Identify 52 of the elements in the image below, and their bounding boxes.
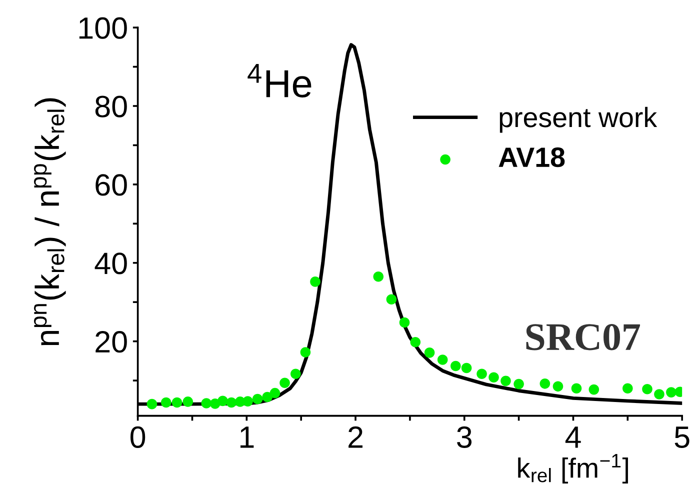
point [500, 376, 511, 386]
point [218, 396, 228, 406]
point [201, 398, 212, 408]
legend-label: AV18 [498, 147, 565, 168]
point [270, 388, 280, 398]
point [410, 336, 421, 348]
point [424, 348, 435, 358]
point [552, 381, 564, 392]
point [488, 372, 499, 383]
y-tick-label: 40 [94, 252, 127, 274]
point [622, 383, 633, 394]
point [242, 396, 253, 406]
point [172, 397, 182, 408]
y-tick-label: 60 [96, 174, 127, 196]
point [399, 317, 410, 328]
x-tick-label: 5 [674, 426, 690, 448]
point [226, 397, 237, 408]
annotation: SRC07 [526, 324, 640, 350]
point [571, 383, 582, 394]
point [450, 360, 461, 372]
point [386, 294, 397, 304]
x-tick-label: 0 [130, 426, 146, 448]
point [146, 398, 158, 410]
x-tick-label: 3 [457, 426, 472, 448]
point [160, 397, 172, 408]
point [310, 276, 320, 287]
point [280, 378, 290, 388]
point [588, 384, 600, 395]
text: n$^{pn}$(k$_{rel}$) / n$^{pp}$(k$_{rel}$) [34, 98, 66, 346]
point [290, 368, 301, 380]
point [654, 389, 664, 400]
point [461, 362, 472, 374]
point [642, 384, 652, 394]
x-tick-label: 1 [240, 426, 254, 448]
y-tick-label: 80 [95, 96, 127, 118]
point [300, 347, 311, 358]
point [373, 271, 384, 282]
x-tick-label: 4 [565, 426, 581, 448]
point [437, 354, 448, 365]
point [540, 378, 550, 389]
annotation: $^{4}$He [248, 64, 312, 98]
point [476, 368, 487, 380]
x-axis-title: k$_{rel}$ [fm$^{−1}$] [518, 454, 628, 484]
point [262, 392, 272, 402]
x-tick-label: 2 [348, 426, 362, 448]
point [514, 378, 524, 390]
point [666, 387, 676, 398]
point [252, 394, 263, 404]
point [182, 396, 194, 407]
y-tick-label: 100 [79, 17, 127, 39]
y-tick-label: 20 [96, 331, 127, 353]
legend-label: present work [500, 106, 658, 133]
